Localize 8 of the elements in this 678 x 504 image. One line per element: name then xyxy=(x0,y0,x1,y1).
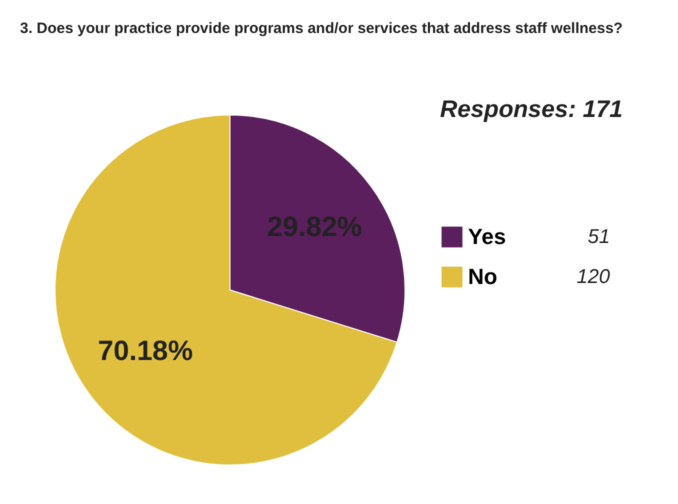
data-label: 70.18% xyxy=(98,335,193,366)
legend-label: No xyxy=(468,264,498,289)
legend-label: Yes xyxy=(468,224,506,249)
data-label: 29.82% xyxy=(267,210,362,242)
text: 51 xyxy=(588,226,610,248)
text: 120 xyxy=(576,266,610,288)
text: Responses: 171 xyxy=(440,96,623,123)
chart-title: 3. Does your practice provide programs and/or services that address staff wellness? xyxy=(20,20,623,37)
